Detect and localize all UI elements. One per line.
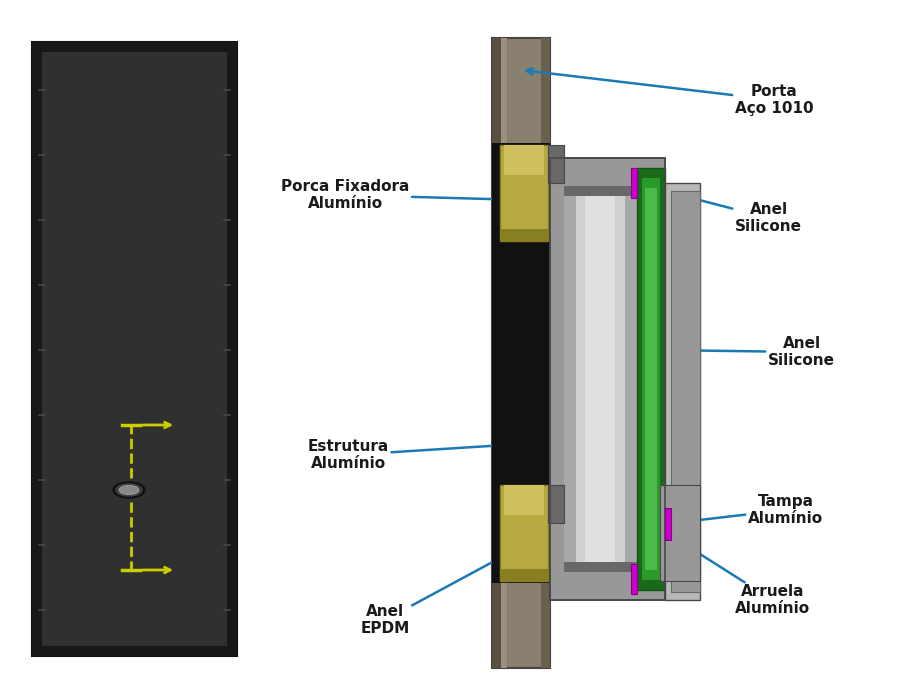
- Text: Anel
EPDM: Anel EPDM: [360, 547, 518, 636]
- Bar: [32, 42, 42, 656]
- Bar: [491, 38, 549, 668]
- Text: Porta
Aço 1010: Porta Aço 1010: [526, 69, 813, 116]
- Bar: [491, 38, 500, 668]
- Bar: [563, 196, 575, 572]
- Ellipse shape: [113, 482, 144, 498]
- Bar: [563, 562, 637, 572]
- Bar: [624, 196, 637, 572]
- Bar: [641, 178, 659, 580]
- Bar: [227, 42, 237, 656]
- Text: Estrutura
Alumínio: Estrutura Alumínio: [307, 438, 578, 471]
- Text: Tampa
Alumínio: Tampa Alumínio: [687, 494, 823, 526]
- Bar: [563, 186, 637, 196]
- Bar: [670, 191, 699, 592]
- Text: Porca Fixadora
Alumínio: Porca Fixadora Alumínio: [281, 179, 517, 211]
- Bar: [584, 196, 614, 572]
- Bar: [32, 42, 237, 656]
- Bar: [637, 168, 665, 590]
- Text: Anel
Silicone: Anel Silicone: [665, 336, 834, 368]
- Text: Anel
Silicone: Anel Silicone: [638, 183, 801, 234]
- Bar: [630, 168, 637, 198]
- Text: Arruela
Alumínio: Arruela Alumínio: [674, 538, 809, 616]
- Bar: [665, 508, 670, 540]
- Bar: [540, 38, 549, 668]
- Bar: [549, 158, 665, 600]
- Bar: [499, 229, 547, 241]
- Bar: [644, 188, 656, 570]
- Bar: [32, 42, 237, 52]
- Bar: [499, 569, 547, 581]
- Bar: [504, 145, 544, 175]
- Bar: [563, 196, 637, 572]
- Bar: [499, 485, 547, 581]
- Ellipse shape: [119, 486, 139, 495]
- Ellipse shape: [116, 484, 142, 496]
- Bar: [665, 183, 699, 600]
- Bar: [32, 646, 237, 656]
- Bar: [630, 564, 637, 594]
- Bar: [504, 485, 544, 515]
- Bar: [659, 485, 699, 581]
- Bar: [547, 485, 563, 523]
- Bar: [500, 38, 507, 668]
- Bar: [491, 143, 549, 583]
- Bar: [547, 145, 563, 183]
- Bar: [499, 145, 547, 241]
- Bar: [549, 158, 665, 600]
